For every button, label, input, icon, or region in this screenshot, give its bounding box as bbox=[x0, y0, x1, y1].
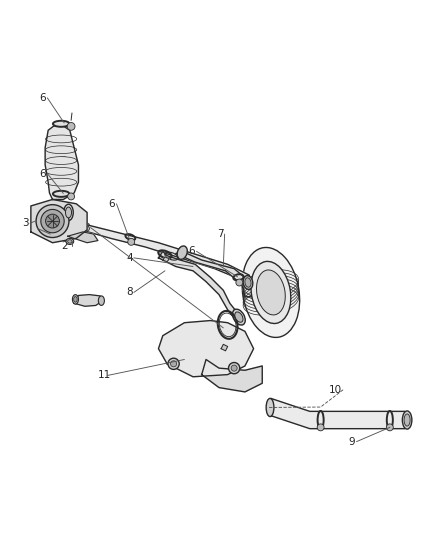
Circle shape bbox=[67, 123, 75, 130]
Text: 7: 7 bbox=[217, 229, 223, 239]
Circle shape bbox=[67, 193, 74, 200]
Text: 6: 6 bbox=[39, 168, 46, 179]
Ellipse shape bbox=[233, 309, 245, 325]
Circle shape bbox=[236, 279, 243, 286]
Polygon shape bbox=[163, 257, 169, 262]
Text: 11: 11 bbox=[98, 370, 111, 381]
Circle shape bbox=[36, 205, 69, 238]
Polygon shape bbox=[67, 232, 98, 243]
Ellipse shape bbox=[251, 261, 291, 324]
Ellipse shape bbox=[53, 121, 69, 127]
Polygon shape bbox=[221, 344, 228, 351]
Ellipse shape bbox=[404, 414, 410, 426]
Ellipse shape bbox=[242, 247, 300, 337]
Polygon shape bbox=[176, 252, 247, 286]
Circle shape bbox=[386, 424, 393, 431]
Text: 6: 6 bbox=[189, 246, 195, 256]
Ellipse shape bbox=[403, 411, 412, 429]
Text: 3: 3 bbox=[22, 218, 29, 228]
Polygon shape bbox=[271, 398, 405, 429]
Circle shape bbox=[229, 362, 240, 374]
Text: 8: 8 bbox=[126, 287, 133, 297]
Ellipse shape bbox=[72, 295, 78, 304]
Text: 5: 5 bbox=[53, 151, 59, 161]
Text: 9: 9 bbox=[349, 437, 355, 447]
Ellipse shape bbox=[243, 276, 253, 289]
Circle shape bbox=[231, 365, 237, 371]
Ellipse shape bbox=[177, 246, 187, 260]
Text: 4: 4 bbox=[126, 253, 133, 263]
Ellipse shape bbox=[67, 240, 72, 243]
Ellipse shape bbox=[99, 296, 104, 305]
Circle shape bbox=[46, 214, 60, 228]
Ellipse shape bbox=[66, 238, 74, 245]
Polygon shape bbox=[159, 320, 254, 377]
Polygon shape bbox=[31, 199, 87, 243]
Polygon shape bbox=[74, 295, 102, 306]
Text: 6: 6 bbox=[39, 93, 46, 103]
Ellipse shape bbox=[235, 312, 243, 322]
Polygon shape bbox=[159, 252, 240, 320]
Ellipse shape bbox=[66, 207, 71, 218]
Text: 6: 6 bbox=[109, 199, 115, 209]
Circle shape bbox=[317, 424, 324, 431]
Polygon shape bbox=[64, 206, 254, 297]
Ellipse shape bbox=[245, 278, 251, 287]
Ellipse shape bbox=[53, 191, 69, 197]
Text: 10: 10 bbox=[329, 385, 343, 395]
Ellipse shape bbox=[74, 296, 77, 302]
Ellipse shape bbox=[257, 270, 285, 315]
Ellipse shape bbox=[266, 398, 274, 417]
Polygon shape bbox=[202, 359, 262, 392]
Circle shape bbox=[41, 209, 64, 233]
Circle shape bbox=[128, 238, 134, 245]
Polygon shape bbox=[45, 126, 78, 199]
Text: 2: 2 bbox=[61, 241, 68, 251]
Text: 1: 1 bbox=[39, 229, 46, 239]
Text: 8: 8 bbox=[83, 223, 89, 232]
Circle shape bbox=[170, 361, 177, 367]
Circle shape bbox=[168, 358, 179, 369]
Ellipse shape bbox=[64, 204, 73, 221]
